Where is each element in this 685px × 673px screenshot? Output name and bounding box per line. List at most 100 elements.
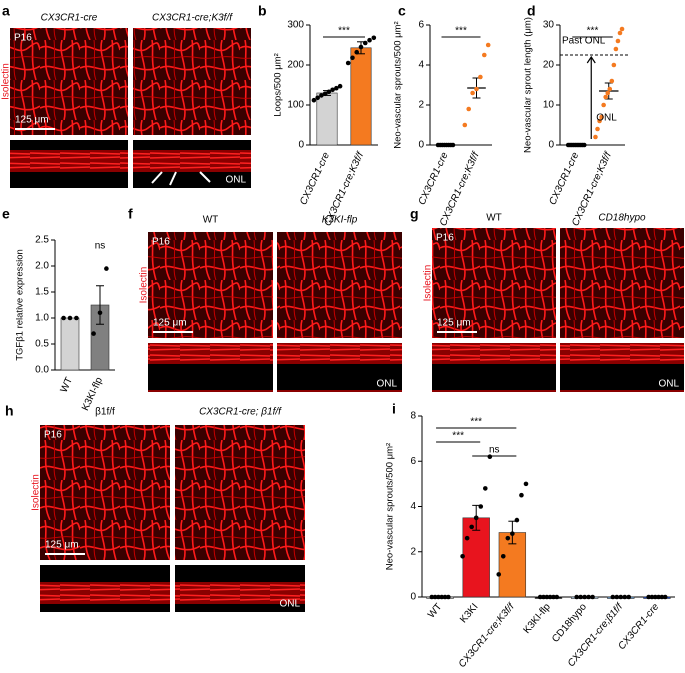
y-tick-label: 4 [410, 501, 416, 512]
x-tick-label: CD18hypo [550, 601, 589, 645]
column-title: CX3CR1-cre [41, 13, 98, 24]
panel-label: b [258, 3, 267, 19]
data-point [614, 594, 620, 600]
data-point [371, 35, 377, 41]
data-point [618, 594, 624, 600]
data-point [485, 42, 491, 48]
data-point [590, 594, 595, 600]
data-point [605, 90, 611, 96]
data-point [610, 594, 616, 600]
y-tick-label: 20 [543, 60, 555, 71]
x-tick-label: WT [426, 602, 444, 621]
data-point [74, 315, 79, 321]
column-title: CX3CR1-cre;K3f/f [152, 13, 233, 24]
scale-label: 125 μm [437, 318, 471, 329]
reference-label: Past ONL [562, 36, 606, 47]
data-point [595, 126, 600, 132]
data-point [362, 40, 368, 46]
age-label: P16 [14, 33, 32, 44]
data-point [581, 142, 587, 148]
data-point [350, 55, 355, 61]
cross-section [40, 565, 170, 612]
bar [60, 317, 80, 371]
panel-label: e [2, 206, 10, 222]
data-point [656, 594, 661, 600]
data-point [615, 38, 621, 44]
micrograph [175, 425, 305, 560]
column-title: CD18hypo [598, 213, 646, 224]
arrow [151, 171, 163, 184]
data-point [662, 594, 668, 600]
y-tick-label: 10 [543, 100, 555, 111]
cross-section [133, 140, 251, 188]
y-tick-label: 1.0 [35, 313, 49, 324]
y-tick-label: 0 [410, 592, 416, 603]
panel-label: h [5, 403, 14, 419]
scale-label: 125 μm [45, 540, 79, 551]
data-point [607, 86, 613, 92]
data-point [611, 62, 617, 68]
significance-label: ns [95, 241, 106, 252]
data-point [652, 594, 658, 600]
significance-label: *** [338, 26, 350, 37]
significance-label: *** [455, 26, 467, 37]
y-tick-label: 8 [410, 411, 416, 422]
data-point [519, 492, 524, 498]
y-axis-label: Neo-vascular sprouts/500 μm² [385, 443, 396, 570]
data-point [61, 315, 66, 321]
data-point [578, 594, 583, 600]
data-point [97, 310, 103, 316]
data-point [345, 60, 351, 66]
data-point [510, 531, 515, 536]
stain-label: Isolectin [1, 63, 12, 100]
data-point [537, 594, 543, 600]
stain-label: Isolectin [139, 267, 150, 304]
bar [350, 47, 372, 146]
data-point [496, 572, 502, 577]
panel-label: f [128, 206, 133, 222]
panel-label: c [398, 3, 406, 19]
data-point [551, 594, 556, 600]
data-point [619, 26, 625, 32]
data-point [91, 331, 96, 336]
data-point [574, 594, 579, 600]
data-point [315, 95, 320, 101]
scale-label: 125 μm [153, 318, 187, 329]
data-point [541, 594, 546, 600]
data-point [464, 535, 470, 541]
y-tick-label: 6 [418, 20, 424, 31]
data-point [483, 486, 488, 491]
significance-label: ns [489, 445, 500, 456]
data-point [322, 91, 328, 97]
x-tick-label: WT [59, 376, 76, 395]
layer-label: ONL [376, 379, 397, 390]
y-tick-label: 1.5 [35, 287, 49, 298]
y-tick-label: 0.0 [35, 365, 49, 376]
data-point [523, 481, 529, 487]
data-point [500, 553, 506, 559]
data-point [311, 97, 317, 103]
y-tick-label: 6 [410, 456, 416, 467]
age-label: P16 [436, 233, 454, 244]
data-point [593, 134, 598, 140]
micrograph [560, 228, 684, 338]
age-label: P16 [44, 430, 62, 441]
y-tick-label: 200 [287, 60, 304, 71]
data-point [622, 594, 628, 600]
data-point [609, 78, 615, 84]
panel-label: i [392, 401, 396, 417]
scale-label: 125 μm [15, 115, 49, 126]
data-point [599, 114, 604, 120]
data-point [613, 46, 619, 52]
data-point [450, 142, 456, 148]
data-point [547, 594, 553, 600]
data-point [514, 517, 520, 523]
y-axis-label: Neo-vascular sprouts/500 μm² [393, 21, 404, 148]
data-point [367, 37, 372, 43]
y-tick-label: 0 [548, 140, 554, 151]
y-axis-label: Neo-vascular sprout length (μm) [523, 17, 534, 153]
data-point [505, 535, 511, 541]
y-tick-label: 2.5 [35, 235, 49, 246]
data-point [478, 504, 484, 509]
